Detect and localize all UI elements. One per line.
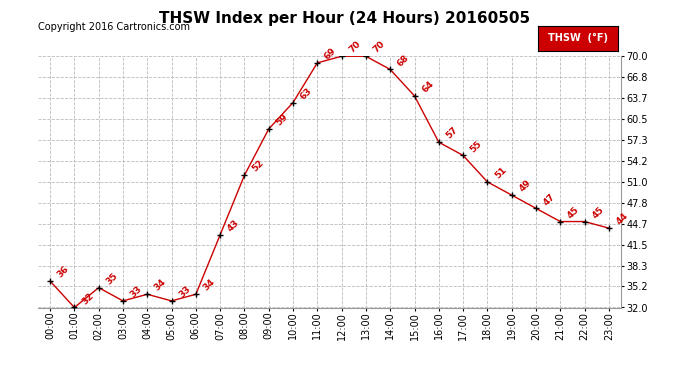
Text: 55: 55 [469, 139, 484, 154]
Text: 49: 49 [518, 178, 533, 194]
Text: Copyright 2016 Cartronics.com: Copyright 2016 Cartronics.com [38, 22, 190, 33]
Text: 33: 33 [177, 284, 193, 300]
Text: 44: 44 [614, 211, 630, 227]
Text: 34: 34 [152, 278, 168, 293]
Text: 69: 69 [323, 46, 338, 62]
Text: THSW  (°F): THSW (°F) [548, 33, 608, 44]
Text: 68: 68 [396, 53, 411, 68]
Text: 35: 35 [104, 271, 119, 286]
Text: 70: 70 [371, 40, 386, 55]
Text: 34: 34 [201, 278, 217, 293]
Text: 51: 51 [493, 165, 508, 180]
Text: 57: 57 [444, 126, 460, 141]
Text: 33: 33 [128, 284, 144, 300]
Text: 70: 70 [347, 40, 362, 55]
Text: 52: 52 [250, 159, 265, 174]
Text: 47: 47 [542, 192, 557, 207]
Text: 43: 43 [226, 218, 241, 233]
Text: 63: 63 [299, 86, 314, 101]
Text: 32: 32 [80, 291, 95, 306]
Text: 59: 59 [275, 112, 290, 128]
Text: 45: 45 [566, 205, 581, 220]
Text: 64: 64 [420, 79, 435, 94]
Text: THSW Index per Hour (24 Hours) 20160505: THSW Index per Hour (24 Hours) 20160505 [159, 11, 531, 26]
Text: 36: 36 [56, 264, 71, 280]
Text: 45: 45 [590, 205, 605, 220]
